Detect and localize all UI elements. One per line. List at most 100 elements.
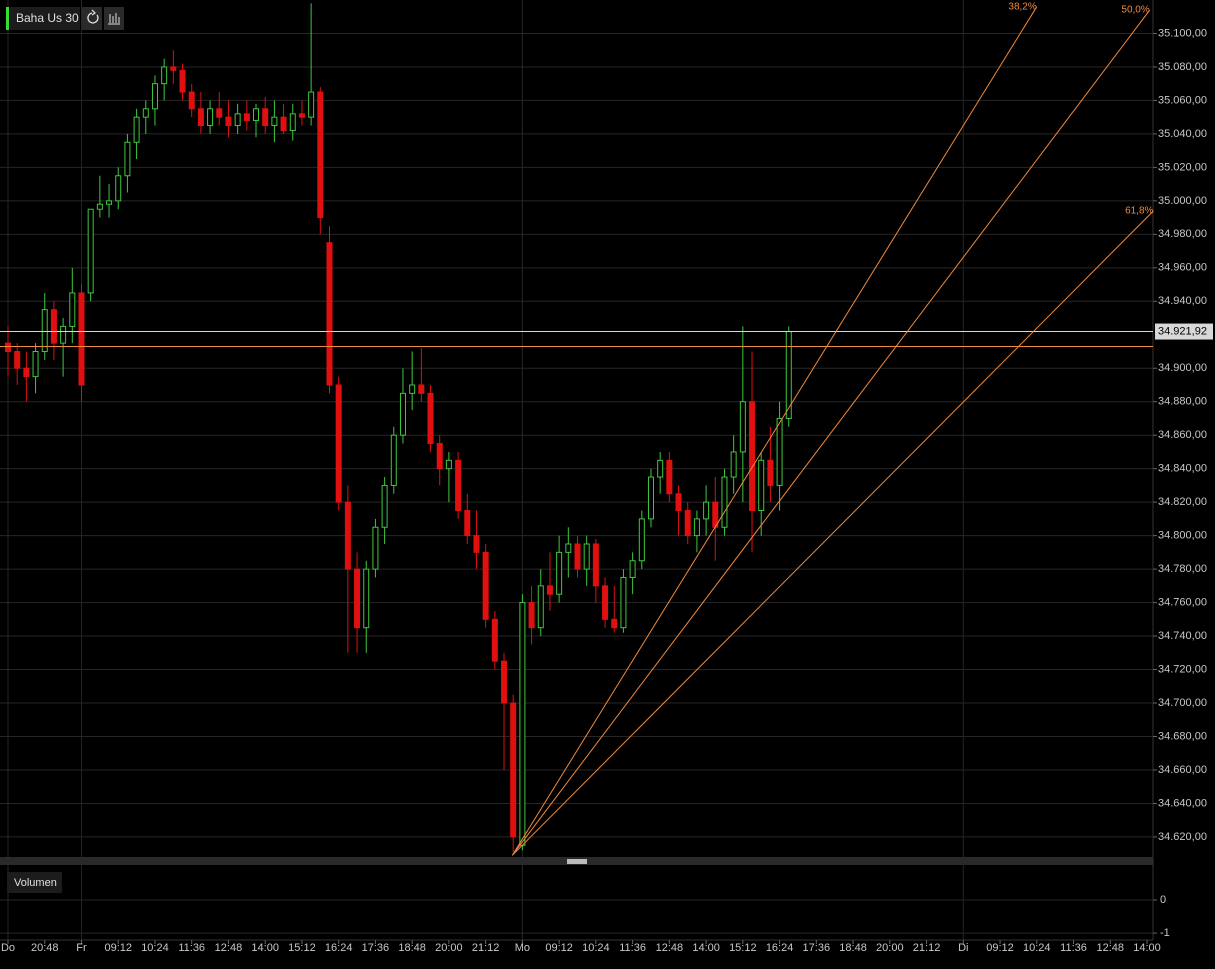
candle-body: [69, 292, 76, 327]
candle-body: [703, 501, 710, 520]
y-tick-label: 35.100,00: [1158, 27, 1207, 39]
y-tick-label: 35.000,00: [1158, 195, 1207, 207]
y-tick-label: 35.080,00: [1158, 61, 1207, 73]
x-tick-label: Mo: [515, 942, 530, 954]
y-tick-label: 34.720,00: [1158, 663, 1207, 675]
volume-label-box[interactable]: [7, 872, 62, 893]
candle-body: [684, 510, 691, 537]
candle-body: [197, 108, 204, 127]
candle-body: [767, 459, 774, 486]
x-tick-label: 11:36: [1060, 942, 1087, 954]
volume-label: Volumen: [14, 877, 57, 889]
x-tick-label: 10:24: [141, 942, 169, 954]
candle-body: [216, 108, 223, 118]
candle-body: [253, 108, 260, 122]
x-tick-label: 20:00: [435, 942, 463, 954]
candle-body: [482, 551, 489, 620]
y-tick-label: 34.880,00: [1158, 396, 1207, 408]
candle-body: [326, 242, 333, 386]
candle-body: [179, 69, 186, 93]
x-tick-label: 17:36: [803, 942, 831, 954]
x-tick-label: 09:12: [545, 942, 573, 954]
x-tick-label: 21:12: [913, 942, 941, 954]
y-tick-label: -1: [1160, 927, 1170, 939]
symbol: Baha Us 30: [16, 11, 79, 25]
candle-body: [60, 325, 67, 344]
x-tick-label: 16:24: [766, 942, 794, 954]
candle-body: [234, 113, 241, 127]
y-tick-label: 35.020,00: [1158, 161, 1207, 173]
candle-body: [50, 309, 57, 344]
candle-body: [739, 401, 746, 453]
candle-body: [170, 66, 177, 71]
candle-body: [96, 203, 103, 210]
candle-body: [363, 568, 370, 629]
candle-body: [41, 309, 48, 353]
y-tick-label: 35.040,00: [1158, 128, 1207, 140]
candle-body: [14, 351, 21, 369]
candle-body: [776, 417, 783, 486]
candle-body: [188, 91, 195, 110]
y-tick-label: 34.640,00: [1158, 797, 1207, 809]
candle-body: [124, 141, 131, 177]
x-tick-label: 16:24: [325, 942, 353, 954]
candle-body: [721, 476, 728, 528]
candle-body: [151, 83, 158, 110]
candle-body: [87, 208, 94, 294]
candle-body: [5, 342, 11, 353]
refresh-icon: [87, 9, 99, 24]
y-tick-label: 34.980,00: [1158, 228, 1207, 240]
y-tick-label: 0: [1160, 894, 1166, 906]
chart-type-button[interactable]: [104, 7, 124, 30]
x-tick-label: 20:00: [876, 942, 904, 954]
candle-body: [436, 443, 443, 470]
candle-body: [546, 585, 553, 595]
candle-body: [638, 518, 645, 562]
candle-body: [78, 292, 85, 386]
candle-body: [537, 585, 544, 629]
x-tick-label: 14:00: [1133, 942, 1161, 954]
candle-body: [418, 384, 425, 394]
fan-line: [511, 210, 1154, 856]
candle-body: [602, 585, 609, 620]
candle-body: [758, 459, 765, 512]
x-tick-label: Fr: [76, 942, 87, 954]
y-tick-label: 34.620,00: [1158, 831, 1207, 843]
symbol-box[interactable]: [10, 7, 80, 30]
x-tick-label: 12:48: [215, 942, 243, 954]
chart-type-icon: [108, 13, 120, 25]
x-tick-label: 11:36: [178, 942, 205, 954]
x-tick-label: 09:12: [104, 942, 132, 954]
candle-body: [142, 108, 149, 118]
x-tick-label: 12:48: [656, 942, 684, 954]
x-tick-label: 10:24: [1023, 942, 1051, 954]
candle-body: [298, 113, 305, 118]
y-tick-label: 34.800,00: [1158, 530, 1207, 542]
candle-body: [409, 384, 416, 394]
x-tick-label: 18:48: [839, 942, 867, 954]
candle-body: [666, 459, 673, 495]
x-tick-label: 11:36: [619, 942, 646, 954]
candle-body: [693, 518, 700, 537]
refresh-button[interactable]: [82, 7, 102, 30]
candle-body: [574, 543, 581, 570]
candle-body: [399, 392, 406, 436]
candle-body: [161, 66, 168, 85]
x-tick-label: Do: [1, 942, 15, 954]
separator-handle[interactable]: [567, 859, 587, 864]
x-tick-label: 17:36: [362, 942, 390, 954]
candle-body: [730, 451, 737, 478]
candle-body: [519, 602, 526, 846]
candle-body: [455, 459, 462, 512]
fan-line: [511, 9, 1151, 856]
candle-body: [372, 526, 379, 570]
candle-body: [390, 434, 397, 486]
y-tick-label: 34.900,00: [1158, 362, 1207, 374]
y-tick-label: 35.060,00: [1158, 94, 1207, 106]
candle-body: [583, 543, 590, 570]
candle-body: [225, 116, 232, 127]
candle-body: [510, 702, 517, 838]
candle-body: [528, 602, 535, 629]
